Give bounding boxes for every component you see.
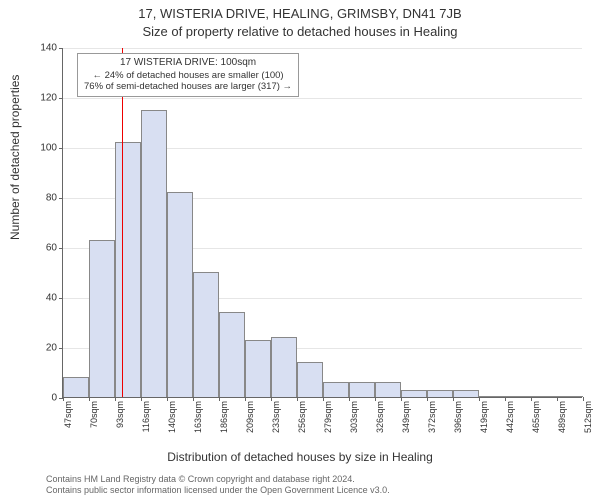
y-tick-label: 120 xyxy=(40,93,63,104)
x-tick-label: 442sqm xyxy=(505,401,515,433)
histogram-bar xyxy=(89,240,115,398)
histogram-bar xyxy=(453,390,479,398)
x-tick-label: 233sqm xyxy=(271,401,281,433)
x-tick-label: 47sqm xyxy=(63,401,73,428)
grid-line xyxy=(63,98,582,99)
histogram-bar xyxy=(557,396,583,397)
histogram-bar xyxy=(219,312,245,397)
annotation-line-3: 76% of semi-detached houses are larger (… xyxy=(84,81,292,93)
license-text: Contains HM Land Registry data © Crown c… xyxy=(46,474,390,497)
license-line-1: Contains HM Land Registry data © Crown c… xyxy=(46,474,390,485)
x-tick-label: 512sqm xyxy=(583,401,593,433)
x-tick-label: 209sqm xyxy=(245,401,255,433)
y-tick-label: 0 xyxy=(51,393,63,404)
histogram-bar xyxy=(297,362,323,397)
x-tick-label: 489sqm xyxy=(557,401,567,433)
x-tick-label: 116sqm xyxy=(141,401,151,432)
grid-line xyxy=(63,48,582,49)
annotation-line-1: 17 WISTERIA DRIVE: 100sqm xyxy=(84,57,292,70)
y-tick-label: 100 xyxy=(40,143,63,154)
x-axis-label: Distribution of detached houses by size … xyxy=(0,450,600,464)
x-tick-label: 163sqm xyxy=(193,401,203,433)
x-tick-label: 140sqm xyxy=(167,401,177,433)
x-tick-label: 93sqm xyxy=(115,401,125,428)
histogram-bar xyxy=(63,377,89,397)
page-title: 17, WISTERIA DRIVE, HEALING, GRIMSBY, DN… xyxy=(0,6,600,21)
histogram-bar xyxy=(323,382,349,397)
y-axis-label: Number of detached properties xyxy=(8,75,22,240)
histogram-bar xyxy=(349,382,375,397)
y-tick-label: 40 xyxy=(46,293,63,304)
license-line-2: Contains public sector information licen… xyxy=(46,485,390,496)
histogram-bar xyxy=(375,382,401,397)
x-tick-label: 256sqm xyxy=(297,401,307,433)
reference-line xyxy=(122,48,123,397)
histogram-bar xyxy=(401,390,427,398)
annotation-line-2: ← 24% of detached houses are smaller (10… xyxy=(84,70,292,82)
histogram-bar xyxy=(141,110,167,398)
x-tick-label: 465sqm xyxy=(531,401,541,433)
y-tick-label: 80 xyxy=(46,193,63,204)
x-tick-label: 303sqm xyxy=(349,401,359,433)
x-tick-label: 70sqm xyxy=(89,401,99,428)
histogram-bar xyxy=(531,396,557,397)
y-tick-label: 60 xyxy=(46,243,63,254)
histogram-bar xyxy=(245,340,271,398)
x-tick-label: 186sqm xyxy=(219,401,229,433)
x-tick-label: 326sqm xyxy=(375,401,385,433)
annotation-box: 17 WISTERIA DRIVE: 100sqm← 24% of detach… xyxy=(77,53,299,97)
histogram-bar xyxy=(427,390,453,398)
histogram-bar xyxy=(193,272,219,397)
histogram-bar xyxy=(167,192,193,397)
y-tick-label: 20 xyxy=(46,343,63,354)
x-tick-label: 349sqm xyxy=(401,401,411,433)
x-tick-label: 372sqm xyxy=(427,401,437,433)
x-tick-label: 419sqm xyxy=(479,401,489,433)
plot-area: 02040608010012014047sqm70sqm93sqm116sqm1… xyxy=(62,48,582,398)
histogram-bar xyxy=(505,396,531,397)
histogram-bar xyxy=(115,142,141,397)
histogram-bar xyxy=(479,396,505,397)
chart-container: 17, WISTERIA DRIVE, HEALING, GRIMSBY, DN… xyxy=(0,0,600,500)
x-tick-label: 396sqm xyxy=(453,401,463,433)
x-tick-label: 279sqm xyxy=(323,401,333,433)
y-tick-label: 140 xyxy=(40,43,63,54)
page-subtitle: Size of property relative to detached ho… xyxy=(0,24,600,39)
histogram-bar xyxy=(271,337,297,397)
